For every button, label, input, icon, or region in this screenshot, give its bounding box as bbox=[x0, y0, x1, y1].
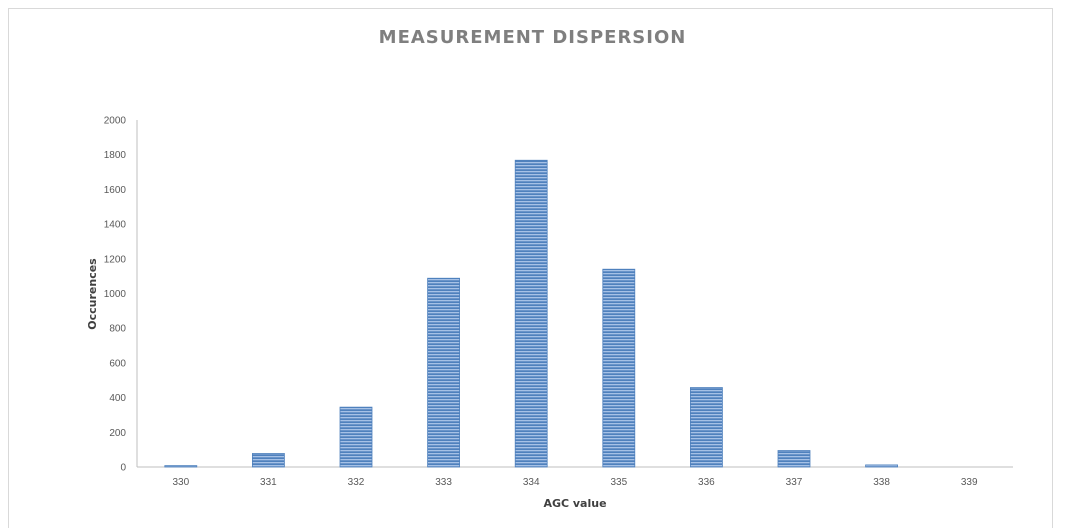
bar bbox=[427, 277, 461, 468]
y-tick-labels: 0 200 400 600 800 1000 1200 1400 1600 1800 2000 bbox=[104, 116, 127, 474]
x-tick-labels: 330 331 332 333 334 335 336 337 338 339 bbox=[172, 477, 978, 488]
chart-title: MEASUREMENT DISPERSION bbox=[378, 27, 687, 48]
x-tick-label: 336 bbox=[698, 477, 715, 488]
y-tick-label: 1000 bbox=[104, 289, 127, 300]
y-tick-label: 0 bbox=[120, 463, 126, 474]
y-tick-label: 600 bbox=[109, 358, 126, 369]
bar bbox=[339, 406, 373, 468]
bar bbox=[865, 464, 898, 468]
bar bbox=[514, 159, 548, 468]
y-tick-label: 2000 bbox=[104, 116, 127, 127]
y-axis-title: Occurences bbox=[86, 258, 99, 330]
y-tick-label: 400 bbox=[109, 393, 126, 404]
y-tick-label: 200 bbox=[109, 428, 126, 439]
bar bbox=[777, 450, 811, 468]
x-tick-label: 331 bbox=[260, 477, 277, 488]
bars bbox=[164, 159, 898, 468]
y-tick-label: 1800 bbox=[104, 150, 127, 161]
x-tick-label: 333 bbox=[435, 477, 452, 488]
bar bbox=[251, 453, 285, 468]
x-tick-label: 339 bbox=[961, 477, 978, 488]
x-axis-title: AGC value bbox=[543, 497, 606, 510]
y-tick-label: 1600 bbox=[104, 185, 127, 196]
y-tick-label: 1400 bbox=[104, 220, 127, 231]
x-tick-label: 337 bbox=[786, 477, 803, 488]
x-tick-label: 334 bbox=[523, 477, 540, 488]
bar bbox=[690, 387, 723, 468]
bar bbox=[602, 268, 636, 468]
x-tick-label: 338 bbox=[873, 477, 890, 488]
y-tick-label: 800 bbox=[109, 324, 126, 335]
x-tick-label: 335 bbox=[610, 477, 627, 488]
bar bbox=[164, 465, 198, 468]
x-tick-label: 330 bbox=[172, 477, 189, 488]
y-tick-label: 1200 bbox=[104, 254, 127, 265]
x-tick-label: 332 bbox=[348, 477, 365, 488]
